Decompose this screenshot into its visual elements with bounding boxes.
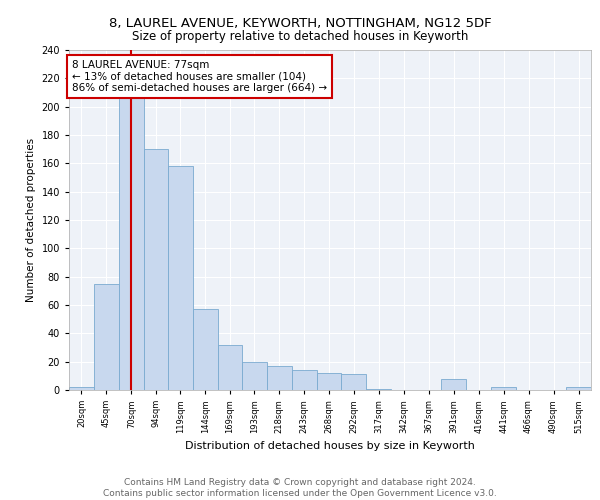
Bar	[69, 387, 94, 390]
Text: Size of property relative to detached houses in Keyworth: Size of property relative to detached ho…	[132, 30, 468, 43]
Y-axis label: Number of detached properties: Number of detached properties	[26, 138, 36, 302]
Bar	[242, 362, 266, 390]
X-axis label: Distribution of detached houses by size in Keyworth: Distribution of detached houses by size …	[185, 442, 475, 452]
Bar	[341, 374, 367, 390]
Bar	[218, 344, 242, 390]
Bar	[168, 166, 193, 390]
Bar	[317, 373, 341, 390]
Bar	[119, 67, 144, 390]
Bar	[292, 370, 317, 390]
Text: Contains HM Land Registry data © Crown copyright and database right 2024.
Contai: Contains HM Land Registry data © Crown c…	[103, 478, 497, 498]
Text: 8 LAUREL AVENUE: 77sqm
← 13% of detached houses are smaller (104)
86% of semi-de: 8 LAUREL AVENUE: 77sqm ← 13% of detached…	[72, 60, 327, 93]
Bar	[266, 366, 292, 390]
Bar	[94, 284, 119, 390]
Bar	[144, 149, 168, 390]
Bar	[491, 387, 516, 390]
Bar	[441, 378, 466, 390]
Bar	[566, 387, 591, 390]
Text: 8, LAUREL AVENUE, KEYWORTH, NOTTINGHAM, NG12 5DF: 8, LAUREL AVENUE, KEYWORTH, NOTTINGHAM, …	[109, 18, 491, 30]
Bar	[367, 388, 391, 390]
Bar	[193, 309, 218, 390]
